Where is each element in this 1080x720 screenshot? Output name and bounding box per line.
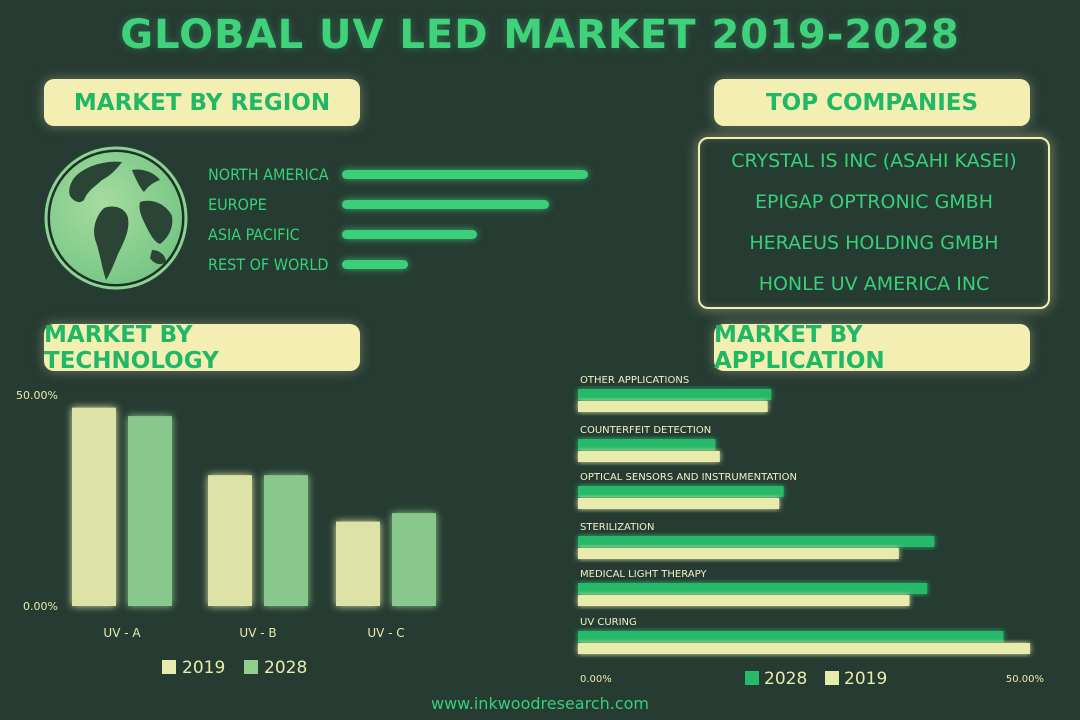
legend-label-2028: 2028 (764, 669, 807, 689)
category-label-optical-sensors-and-instrumentation: OPTICAL SENSORS AND INSTRUMENTATION (580, 472, 797, 483)
bar-counterfeit-detection-2019 (578, 451, 720, 462)
company-heraeus: HERAEUS HOLDING GMBH (749, 232, 999, 254)
region-bar-rest-of-world (342, 260, 409, 269)
companies-box: CRYSTAL IS INC (ASAHI KASEI) EPIGAP OPTR… (698, 137, 1050, 309)
region-label-north-america: NORTH AMERICA (208, 165, 329, 184)
legend-swatch-2019 (825, 671, 839, 685)
category-label-sterilization: STERILIZATION (580, 522, 655, 533)
x-tick-label-uv-b: UV - B (239, 626, 276, 640)
x-tick-label-min: 0.00% (580, 674, 612, 685)
technology-chart: 50.00% 0.00% UV - A UV - B UV - C 2019 2028 (16, 389, 436, 678)
bar-counterfeit-detection-2028 (578, 439, 716, 450)
bar-uv-b-2028 (264, 475, 308, 606)
x-tick-label-uv-a: UV - A (103, 626, 141, 640)
page-title: GLOBAL UV LED MARKET 2019-2028 (120, 12, 960, 58)
y-tick-label-max: 50.00% (16, 389, 58, 402)
legend-label-2028: 2028 (264, 658, 307, 678)
bar-other-applications-2019 (578, 401, 768, 412)
region-label-europe: EUROPE (208, 195, 267, 214)
bar-sterilization-2019 (578, 548, 899, 559)
region-label-rest-of-world: REST OF WORLD (208, 255, 329, 274)
legend-swatch-2028 (745, 671, 759, 685)
region-label-asia-pacific: ASIA PACIFIC (208, 225, 300, 244)
application-section-header: MARKET BY APPLICATION (714, 322, 1030, 374)
companies-section-header: TOP COMPANIES (714, 79, 1030, 126)
bar-uv-a-2028 (128, 416, 172, 606)
bar-uv-c-2028 (392, 513, 436, 606)
bar-optical-sensors-and-instrumentation-2028 (578, 486, 784, 497)
category-label-medical-light-therapy: MEDICAL LIGHT THERAPY (580, 569, 707, 580)
bar-uv-a-2019 (72, 407, 116, 606)
bar-uv-curing-2028 (578, 631, 1004, 642)
category-label-counterfeit-detection: COUNTERFEIT DETECTION (580, 425, 711, 436)
legend-swatch-2028 (244, 660, 258, 674)
category-label-other-applications: OTHER APPLICATIONS (580, 375, 689, 386)
region-bar-north-america (342, 170, 588, 179)
footer-url[interactable]: www.inkwoodresearch.com (430, 694, 650, 713)
x-tick-label-max: 50.00% (1006, 674, 1044, 685)
company-crystal-is: CRYSTAL IS INC (ASAHI KASEI) (731, 150, 1017, 172)
company-honle: HONLE UV AMERICA INC (758, 273, 990, 295)
region-section-header: MARKET BY REGION (44, 79, 360, 126)
application-chart: OTHER APPLICATIONS COUNTERFEIT DETECTION O… (578, 375, 1044, 689)
legend-swatch-2019 (162, 660, 176, 674)
company-epigap: EPIGAP OPTRONIC GMBH (754, 191, 994, 213)
category-label-uv-curing: UV CURING (580, 617, 637, 628)
legend-label-2019: 2019 (844, 669, 887, 689)
bar-sterilization-2028 (578, 536, 935, 547)
region-bar-europe (342, 200, 549, 209)
bar-uv-curing-2019 (578, 643, 1030, 654)
y-tick-label-min: 0.00% (23, 600, 58, 613)
bar-optical-sensors-and-instrumentation-2019 (578, 498, 780, 509)
technology-section-header: MARKET BY TECHNOLOGY (44, 322, 360, 374)
bar-other-applications-2028 (578, 389, 772, 400)
bar-medical-light-therapy-2019 (578, 595, 910, 606)
region-bar-asia-pacific (342, 230, 478, 239)
legend-label-2019: 2019 (182, 658, 225, 678)
bar-uv-c-2019 (336, 521, 380, 606)
bar-uv-b-2019 (208, 475, 252, 606)
globe-icon (44, 146, 188, 290)
x-tick-label-uv-c: UV - C (367, 626, 404, 640)
bar-medical-light-therapy-2028 (578, 583, 928, 594)
